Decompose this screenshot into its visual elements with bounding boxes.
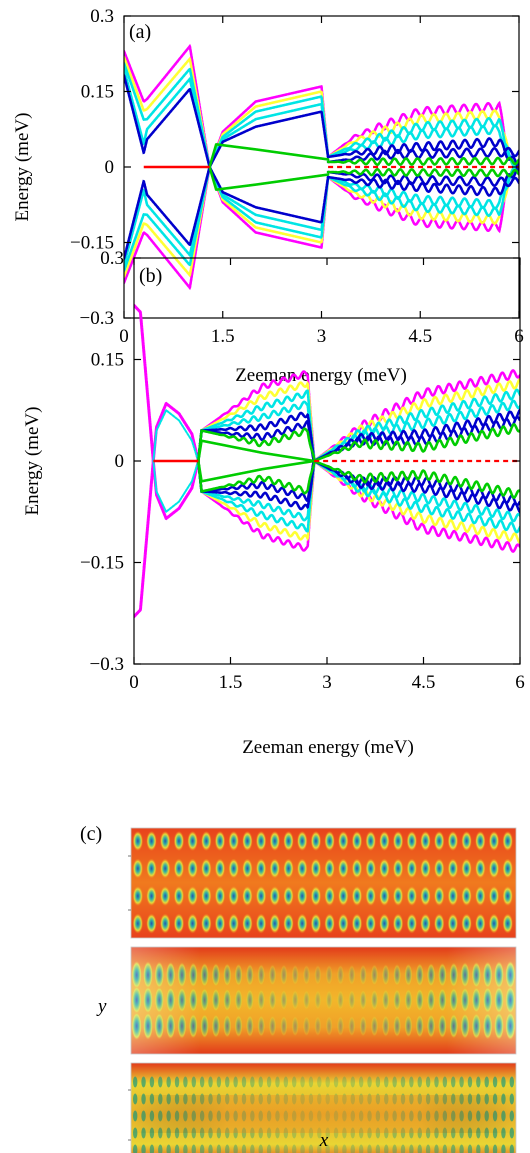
panel-a-band-line [124,165,211,260]
panel-b-band-line [197,419,316,464]
panel-b-band-line [312,459,520,545]
panel-a-band-line [208,102,330,169]
panel-b-band-line [197,459,316,522]
panel-a-band-line [208,95,330,169]
panel-b-band-line [152,409,200,462]
panel-b-xtick-label: 0 [129,672,139,693]
panel-a-band-line [208,89,330,169]
panel-a-band-line [208,165,330,224]
panel-a-band-line [124,165,211,291]
panel-a-xtick-label: 0 [119,326,129,347]
panel-b-band-line [151,459,200,521]
panel-b-band-line [197,439,316,463]
panel-b-band-line [312,459,520,499]
panel-b-band-line [312,388,520,463]
panel-b-band-line [197,411,316,464]
panel-b-band-line [197,400,316,463]
panel-a-band-line [124,55,211,169]
panel-a: 0 1.5 3 4.5 6 0.3 0.15 0 −0.15 −0.3 (a) Zeeman en… [12,6,524,386]
panel-a-band-line [124,165,211,272]
panel-a-band-line [326,146,519,164]
panel-a-band-line [208,143,330,169]
panel-a-band-line [208,165,330,191]
panel-a-band-line [208,165,330,245]
heatmap-2 [130,946,517,1055]
panel-b-ytick-label: 0 [115,451,125,472]
panel-a-ytick-label: 0.3 [90,6,114,27]
panel-a-band-line [208,165,330,232]
panel-b-band-line [197,459,316,483]
panel-b-xlabel: Zeeman energy (meV) [242,737,414,758]
panel-a-xtick-label: 4.5 [408,326,432,347]
panel-a-ylabel: Energy (meV) [12,113,33,222]
panel-a-xlabel: Zeeman energy (meV) [235,365,407,386]
panel-b-axes: 0 1.5 3 4.5 6 0.3 0.15 0 −0.15 −0.3 [80,248,525,693]
panel-a-data [124,43,519,291]
panel-b-band-line [197,427,316,463]
heatmap-xlabel: x [319,1130,329,1151]
panel-b-data [134,303,520,619]
panel-b-tag: (b) [139,265,162,287]
panel-a-band-line [326,166,519,210]
panel-a-band-line [124,68,211,169]
panel-a-axes: 0 1.5 3 4.5 6 0.3 0.15 0 −0.15 −0.3 [70,6,524,347]
panel-a-band-line [124,165,211,279]
panel-a-band-line [208,165,330,239]
panel-a-band-line [326,124,519,168]
panel-a-band-line [208,110,330,169]
panel-b-band-line [197,459,316,495]
panel-b-band-line [197,380,316,465]
panel-b-band-line [197,458,316,511]
panel-b-band-line [197,458,316,533]
heatmap-ylabel: y [96,996,107,1017]
panel-b-band-line [151,401,200,463]
panel-b-band-line [134,459,155,619]
panel-a-band-line [208,84,330,169]
panel-b-ytick-label: 0.15 [91,350,124,371]
panel-a-ytick-label: 0 [105,157,115,178]
panel-b-ylabel: Energy (meV) [22,407,43,516]
panel-b-band-line [134,303,155,463]
panel-b-band-line [197,389,316,464]
panel-a-ytick-label: −0.15 [70,233,114,254]
panel-b-ytick-label: 0.3 [100,248,124,269]
panel-b-xtick-label: 3 [322,672,332,693]
panel-b-xtick-label: 6 [515,672,525,693]
panel-c-tag: (c) [80,823,102,845]
panel-b-band-line [197,370,316,463]
heatmap-1 [128,827,517,939]
panel-b-band-line [197,459,316,552]
panel-b-band-line [312,377,520,463]
panel-b-band-line [197,458,316,503]
panel-b-band-line [152,460,200,513]
panel-b-xtick-label: 1.5 [219,672,243,693]
panel-c: (c) y x [80,823,517,1153]
panel-a-tag: (a) [129,21,151,43]
panel-a-band-line [124,43,211,169]
panel-b-band-line [312,423,520,463]
panel-b-band-line [312,408,520,463]
panel-a-band-line [326,156,519,167]
panel-a-xtick-label: 3 [317,326,327,347]
heatmap-3 [128,1062,517,1153]
panel-a-xtick-label: 1.5 [211,326,235,347]
panel-b: 0 1.5 3 4.5 6 0.3 0.15 0 −0.15 −0.3 (b) Zeeman en… [22,248,525,758]
panel-a-band-line [124,62,211,169]
panel-a-xtick-label: 6 [514,326,524,347]
panel-b-band-line [312,459,520,534]
panel-a-band-line [124,74,211,169]
panel-b-band-line [312,459,520,514]
panel-a-band-line [124,165,211,266]
panel-a-band-line [208,165,330,250]
panel-a-band-line [326,170,519,188]
panel-a-ytick-label: −0.3 [80,308,114,329]
panel-b-ytick-label: −0.3 [90,654,124,675]
panel-b-ytick-label: −0.15 [80,553,124,574]
panel-b-xtick-label: 4.5 [412,672,436,693]
panel-a-ytick-label: 0.15 [81,82,114,103]
panel-b-band-line [197,457,316,542]
panel-a-band-line [326,167,519,178]
